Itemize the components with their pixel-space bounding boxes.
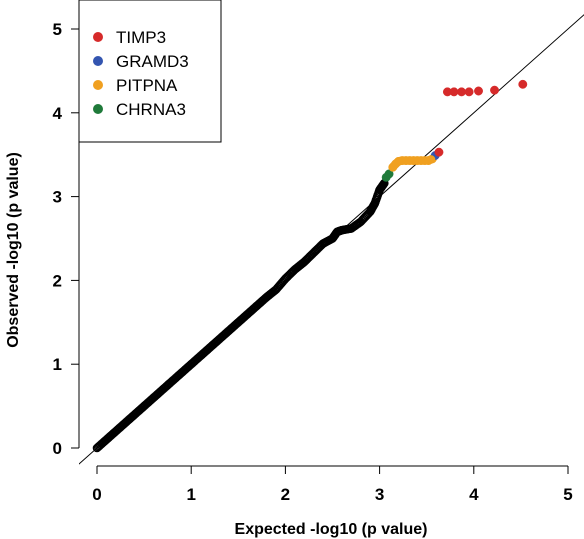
series-point <box>434 147 444 157</box>
legend-label: CHRNA3 <box>116 100 186 119</box>
y-tick-label: 4 <box>53 104 63 123</box>
y-tick-label: 2 <box>53 271 62 290</box>
series-point <box>490 85 499 95</box>
series-point <box>464 87 474 97</box>
series-point <box>518 79 528 89</box>
legend-marker <box>93 80 103 90</box>
y-axis-label: Observed -log10 (p value) <box>5 152 22 348</box>
series-point <box>384 169 394 179</box>
legend-marker <box>93 104 103 114</box>
y-tick-label: 0 <box>53 439 62 458</box>
y-tick-label: 1 <box>53 355 62 374</box>
legend: TIMP3 GRAMD3 PITPNA CHRNA3 <box>78 0 222 143</box>
legend-label: TIMP3 <box>116 28 166 47</box>
legend-box <box>78 0 222 143</box>
series-point <box>474 86 483 96</box>
legend-marker <box>93 32 103 42</box>
highlighted-points <box>381 79 528 182</box>
x-axis: 0 1 2 3 4 5 <box>92 465 573 504</box>
legend-label: GRAMD3 <box>116 52 189 71</box>
x-tick-label: 4 <box>469 485 479 504</box>
background-points <box>92 178 389 453</box>
legend-label: PITPNA <box>116 76 178 95</box>
y-tick-label: 5 <box>53 20 62 39</box>
x-tick-label: 3 <box>375 485 384 504</box>
x-tick-label: 2 <box>281 485 290 504</box>
y-tick-label: 3 <box>53 188 62 207</box>
x-tick-label: 0 <box>92 485 101 504</box>
series-point <box>426 155 436 164</box>
x-axis-label: Expected -log10 (p value) <box>235 521 428 538</box>
series-point <box>457 87 467 97</box>
series-point <box>449 87 459 97</box>
x-tick-label: 5 <box>563 485 572 504</box>
x-tick-label: 1 <box>186 485 195 504</box>
legend-marker <box>93 56 103 66</box>
